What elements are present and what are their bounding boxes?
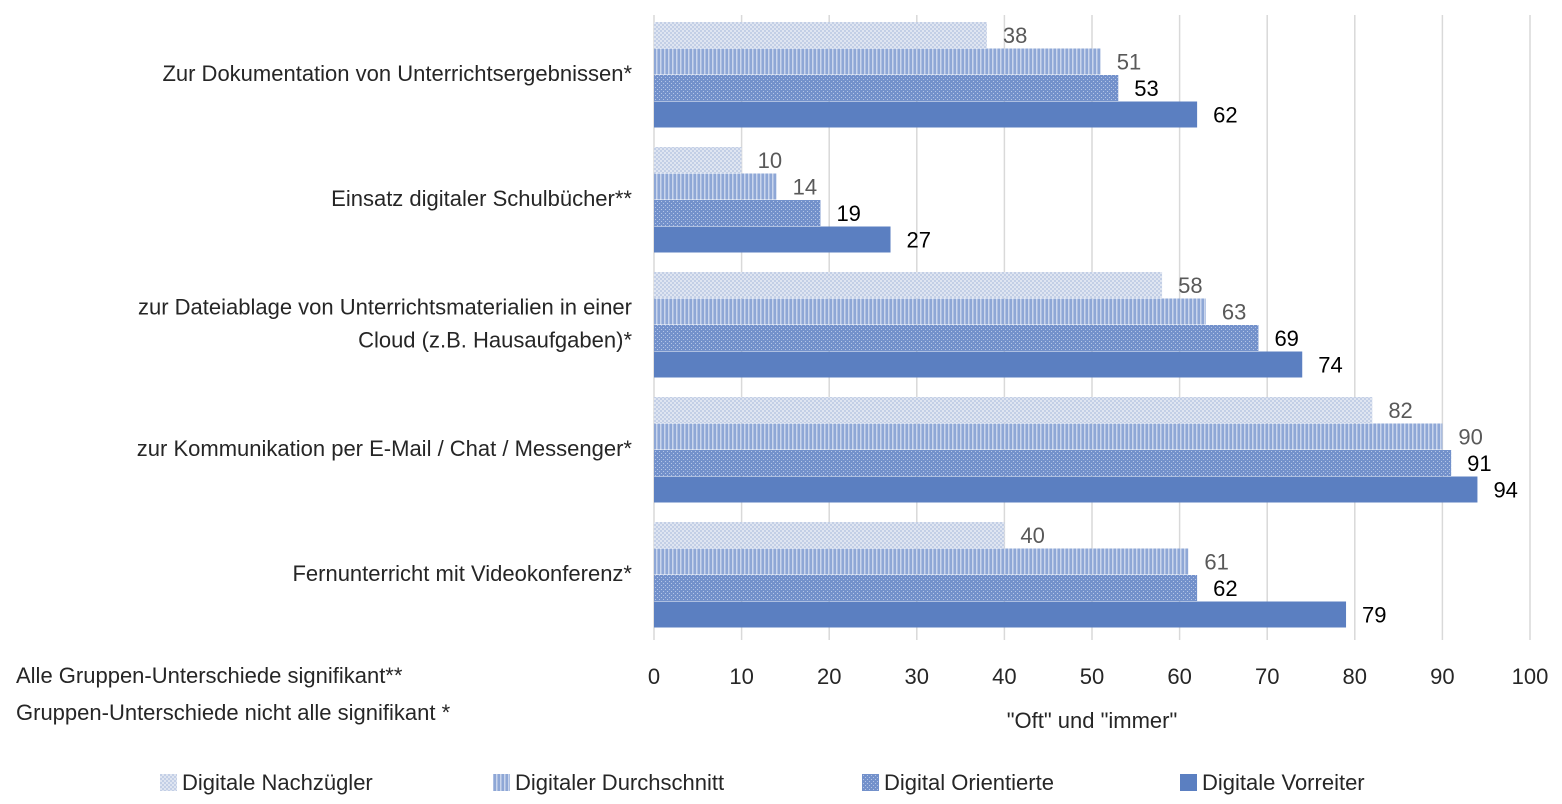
note: Alle Gruppen-Unterschiede signifikant** — [16, 663, 403, 688]
data-label: 10 — [758, 148, 782, 173]
data-label: 61 — [1204, 550, 1228, 575]
data-label: 82 — [1388, 398, 1412, 423]
legend-label: Digital Orientierte — [884, 770, 1054, 795]
x-tick-label: 50 — [1080, 664, 1104, 689]
data-label: 27 — [907, 228, 931, 253]
bar — [654, 75, 1119, 101]
bar — [654, 22, 987, 48]
data-label: 19 — [836, 201, 860, 226]
category-label: zur Kommunikation per E-Mail / Chat / Me… — [137, 436, 633, 461]
x-tick-label: 10 — [729, 664, 753, 689]
data-label: 90 — [1458, 425, 1482, 450]
x-tick-label: 30 — [905, 664, 929, 689]
data-label: 58 — [1178, 273, 1202, 298]
category-label: Einsatz digitaler Schulbücher** — [331, 186, 632, 211]
bar — [654, 476, 1478, 503]
bar — [654, 450, 1452, 476]
bar — [654, 423, 1443, 450]
bar — [654, 272, 1163, 298]
bar — [654, 101, 1198, 128]
data-label: 62 — [1213, 576, 1237, 601]
legend-label: Digitale Vorreiter — [1202, 770, 1365, 795]
category-label: Fernunterricht mit Videokonferenz* — [292, 561, 632, 586]
x-axis-label: "Oft" und "immer" — [1007, 708, 1178, 733]
data-label: 63 — [1222, 300, 1246, 325]
bar — [654, 548, 1189, 575]
data-label: 79 — [1362, 603, 1386, 628]
x-tick-label: 90 — [1430, 664, 1454, 689]
bar — [654, 397, 1373, 423]
legend-swatch — [493, 774, 510, 791]
x-tick-label: 80 — [1343, 664, 1367, 689]
data-label: 40 — [1020, 523, 1044, 548]
legend-swatch — [1180, 774, 1197, 791]
bar — [654, 200, 821, 226]
x-tick-label: 0 — [648, 664, 660, 689]
data-label: 74 — [1318, 353, 1342, 378]
x-tick-label: 40 — [992, 664, 1016, 689]
bar — [654, 575, 1198, 601]
data-label: 14 — [793, 175, 817, 200]
x-tick-label: 60 — [1167, 664, 1191, 689]
data-label: 91 — [1467, 451, 1491, 476]
data-label: 51 — [1117, 50, 1141, 75]
bar — [654, 325, 1259, 351]
bar — [654, 351, 1303, 378]
bar — [654, 48, 1101, 75]
legend-swatch — [160, 774, 177, 791]
data-label: 38 — [1003, 23, 1027, 48]
legend-label: Digitale Nachzügler — [182, 770, 373, 795]
x-tick-label: 70 — [1255, 664, 1279, 689]
note: Gruppen-Unterschiede nicht alle signifik… — [16, 700, 451, 725]
bar — [654, 226, 891, 253]
data-label: 94 — [1493, 478, 1517, 503]
category-label: zur Dateiablage von Unterrichtsmateriali… — [138, 294, 632, 352]
bar — [654, 173, 777, 200]
legend-label: Digitaler Durchschnitt — [515, 770, 724, 795]
data-label: 62 — [1213, 103, 1237, 128]
x-tick-label: 20 — [817, 664, 841, 689]
category-label: Zur Dokumentation von Unterrichtsergebni… — [162, 61, 632, 86]
bar — [654, 147, 742, 173]
bar — [654, 601, 1347, 628]
x-tick-label: 100 — [1512, 664, 1549, 689]
data-label: 53 — [1134, 76, 1158, 101]
bar — [654, 298, 1206, 325]
bar — [654, 522, 1005, 548]
data-label: 69 — [1274, 326, 1298, 351]
legend-swatch — [862, 774, 879, 791]
